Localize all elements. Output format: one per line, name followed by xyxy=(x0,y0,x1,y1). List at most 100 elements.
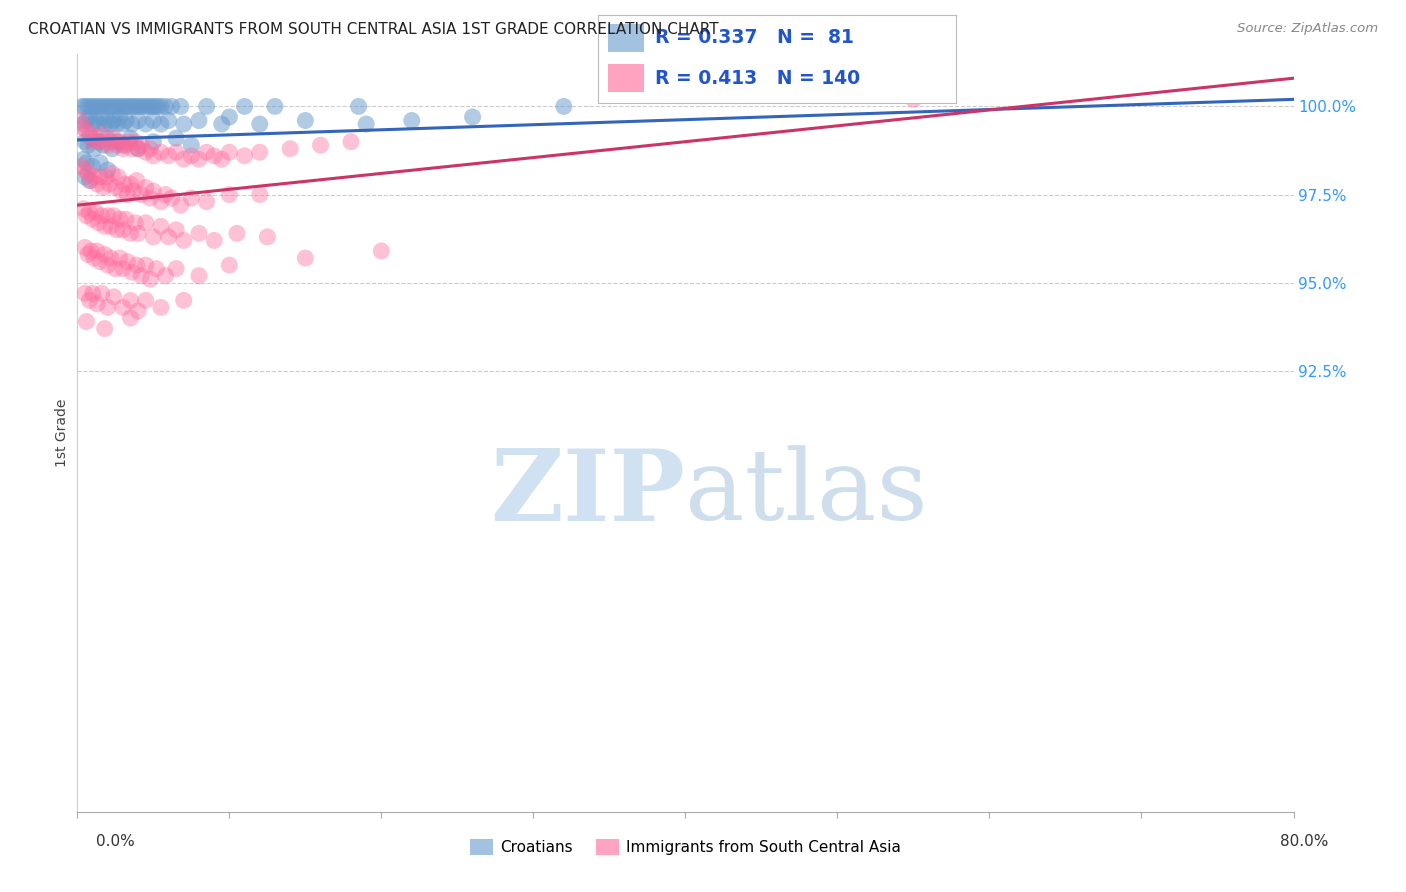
Point xyxy=(120,293,142,308)
Point xyxy=(80,99,103,113)
Point xyxy=(90,128,112,142)
Point xyxy=(84,113,107,128)
Point xyxy=(97,138,120,153)
Text: CROATIAN VS IMMIGRANTS FROM SOUTH CENTRAL ASIA 1ST GRADE CORRELATION CHART: CROATIAN VS IMMIGRANTS FROM SOUTH CENTRA… xyxy=(28,22,718,37)
Point xyxy=(103,113,125,128)
Point xyxy=(155,99,177,113)
Point xyxy=(75,113,97,128)
Point xyxy=(98,99,121,113)
Point xyxy=(278,142,301,156)
Point xyxy=(73,99,96,113)
Point xyxy=(127,142,149,156)
Point xyxy=(401,113,423,128)
Point xyxy=(82,160,104,174)
Point xyxy=(87,135,110,149)
Point xyxy=(115,212,138,227)
Legend: Croatians, Immigrants from South Central Asia: Croatians, Immigrants from South Central… xyxy=(464,833,907,861)
Point xyxy=(90,209,112,223)
Point xyxy=(170,99,193,113)
Point xyxy=(309,138,332,153)
Point xyxy=(553,99,575,113)
Point xyxy=(91,138,114,153)
Point xyxy=(87,117,110,131)
Point xyxy=(80,131,103,145)
Point xyxy=(127,113,149,128)
Point xyxy=(73,135,96,149)
Point xyxy=(129,138,152,153)
Point xyxy=(149,301,172,315)
Point xyxy=(79,173,101,187)
Point xyxy=(117,187,139,202)
Point xyxy=(157,149,180,163)
Point xyxy=(97,301,120,315)
Point xyxy=(87,135,110,149)
Point xyxy=(120,311,142,326)
Point xyxy=(110,99,132,113)
Point xyxy=(122,99,145,113)
Point xyxy=(125,258,148,272)
Point xyxy=(86,99,108,113)
Point xyxy=(82,135,104,149)
Point xyxy=(340,135,363,149)
Point xyxy=(188,227,211,241)
Point xyxy=(93,135,115,149)
Point xyxy=(97,131,120,145)
Point xyxy=(100,135,122,149)
Point xyxy=(165,145,187,160)
Point xyxy=(165,261,187,276)
Point xyxy=(142,230,165,244)
Point xyxy=(211,117,233,131)
Point xyxy=(135,180,157,194)
Point xyxy=(155,268,177,283)
Point xyxy=(75,156,97,170)
Point xyxy=(89,156,111,170)
Point xyxy=(93,219,115,234)
Point xyxy=(89,254,111,268)
Point xyxy=(97,162,120,177)
Point xyxy=(72,153,94,167)
Point xyxy=(264,99,287,113)
Point xyxy=(195,194,218,209)
Point xyxy=(91,99,114,113)
Point xyxy=(127,304,149,318)
Point xyxy=(142,184,165,198)
Point xyxy=(120,177,142,191)
Point xyxy=(114,99,136,113)
Point xyxy=(97,113,120,128)
Point xyxy=(93,247,115,261)
Point xyxy=(104,99,127,113)
Point xyxy=(218,110,240,124)
Point xyxy=(120,227,142,241)
Point xyxy=(135,99,157,113)
Point xyxy=(256,230,278,244)
Point xyxy=(73,169,96,184)
Point xyxy=(195,145,218,160)
Text: atlas: atlas xyxy=(686,445,928,541)
Point xyxy=(111,301,134,315)
Point xyxy=(118,135,141,149)
Point xyxy=(79,128,101,142)
Point xyxy=(157,230,180,244)
Point xyxy=(142,135,165,149)
Point xyxy=(73,240,96,254)
Point xyxy=(89,169,111,184)
Point xyxy=(142,113,165,128)
Point xyxy=(82,286,104,301)
Point xyxy=(149,145,172,160)
Point xyxy=(101,142,124,156)
Point xyxy=(77,138,100,153)
Point xyxy=(107,99,129,113)
Point xyxy=(86,177,108,191)
Text: 80.0%: 80.0% xyxy=(1281,834,1329,848)
Point xyxy=(111,261,134,276)
Point xyxy=(73,286,96,301)
Point xyxy=(149,194,172,209)
Point xyxy=(211,153,233,167)
Point xyxy=(155,187,177,202)
Point xyxy=(97,209,120,223)
Point xyxy=(115,138,138,153)
Point xyxy=(120,99,142,113)
Point xyxy=(160,191,183,205)
Point xyxy=(903,92,925,106)
Point xyxy=(121,265,143,279)
